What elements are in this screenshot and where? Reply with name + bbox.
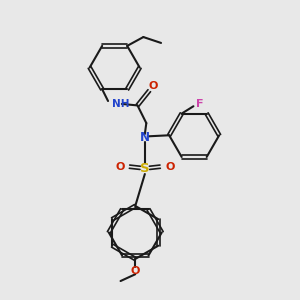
Text: F: F	[196, 99, 203, 109]
Text: O: O	[130, 266, 140, 276]
Text: O: O	[165, 162, 175, 172]
Text: NH: NH	[112, 99, 130, 109]
Text: S: S	[140, 162, 150, 175]
Text: N: N	[140, 131, 150, 144]
Text: O: O	[148, 81, 158, 91]
Text: O: O	[115, 162, 124, 172]
